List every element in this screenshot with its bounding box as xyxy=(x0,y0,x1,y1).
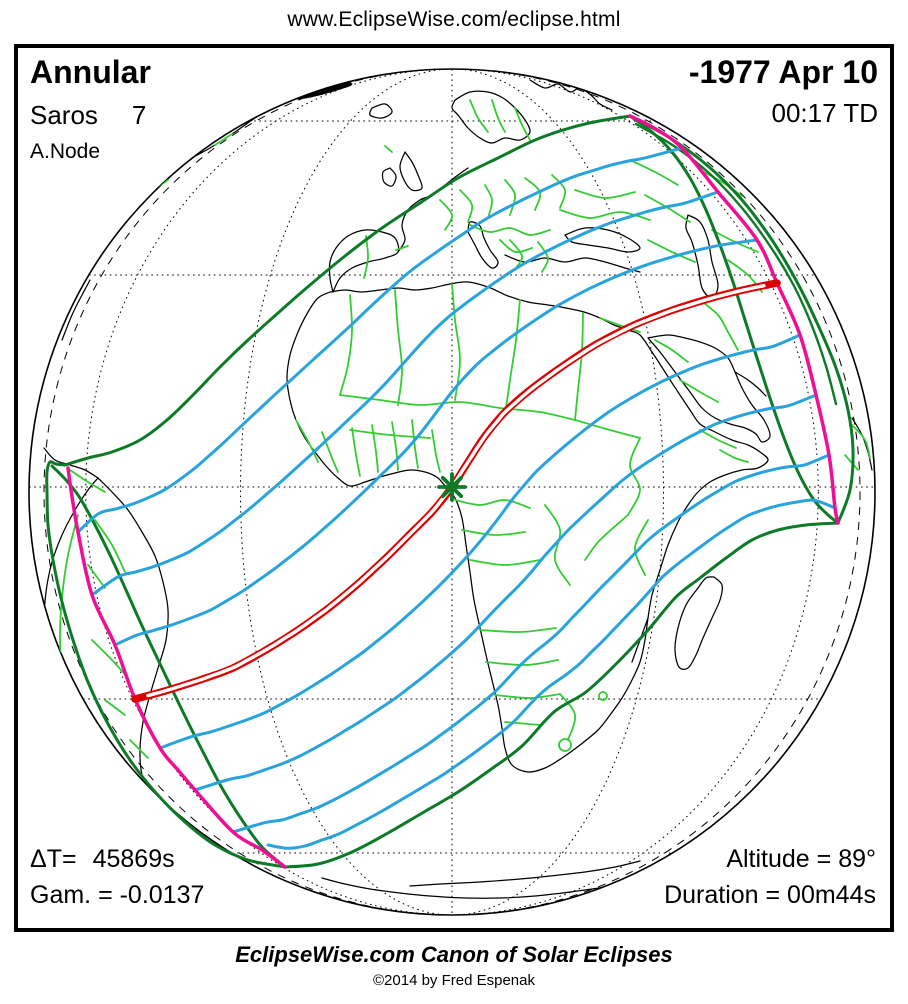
magnitude-isolines xyxy=(76,146,837,850)
saros-number: 7 xyxy=(131,100,147,130)
penumbra-limit-curves xyxy=(45,114,855,869)
duration-label: Duration = 00m44s xyxy=(664,881,876,909)
eclipse-type-label: Annular xyxy=(30,54,151,90)
eclipse-globe-map xyxy=(28,68,876,916)
url-header: www.EclipseWise.com/eclipse.html xyxy=(287,8,621,31)
saros-row: Saros 7 xyxy=(30,100,146,131)
greatest-eclipse-marker xyxy=(437,472,467,502)
date-label: -1977 Apr 10 xyxy=(688,54,878,90)
gamma-label: Gam. = -0.0137 xyxy=(30,881,205,909)
globe-limb xyxy=(28,68,876,916)
altitude-label: Altitude = 89° xyxy=(726,845,876,873)
time-label: 00:17 TD xyxy=(771,98,878,128)
delta-t-label: ΔT= xyxy=(30,845,77,873)
footer-title: EclipseWise.com Canon of Solar Eclipses xyxy=(235,942,673,967)
saros-label: Saros xyxy=(30,100,98,130)
delta-t-row: ΔT= 45869s xyxy=(30,845,175,874)
footer-copyright: ©2014 by Fred Espenak xyxy=(373,972,535,989)
coastlines xyxy=(43,79,873,899)
delta-t-value: 45869s xyxy=(92,845,175,873)
node-label: A.Node xyxy=(30,140,101,163)
